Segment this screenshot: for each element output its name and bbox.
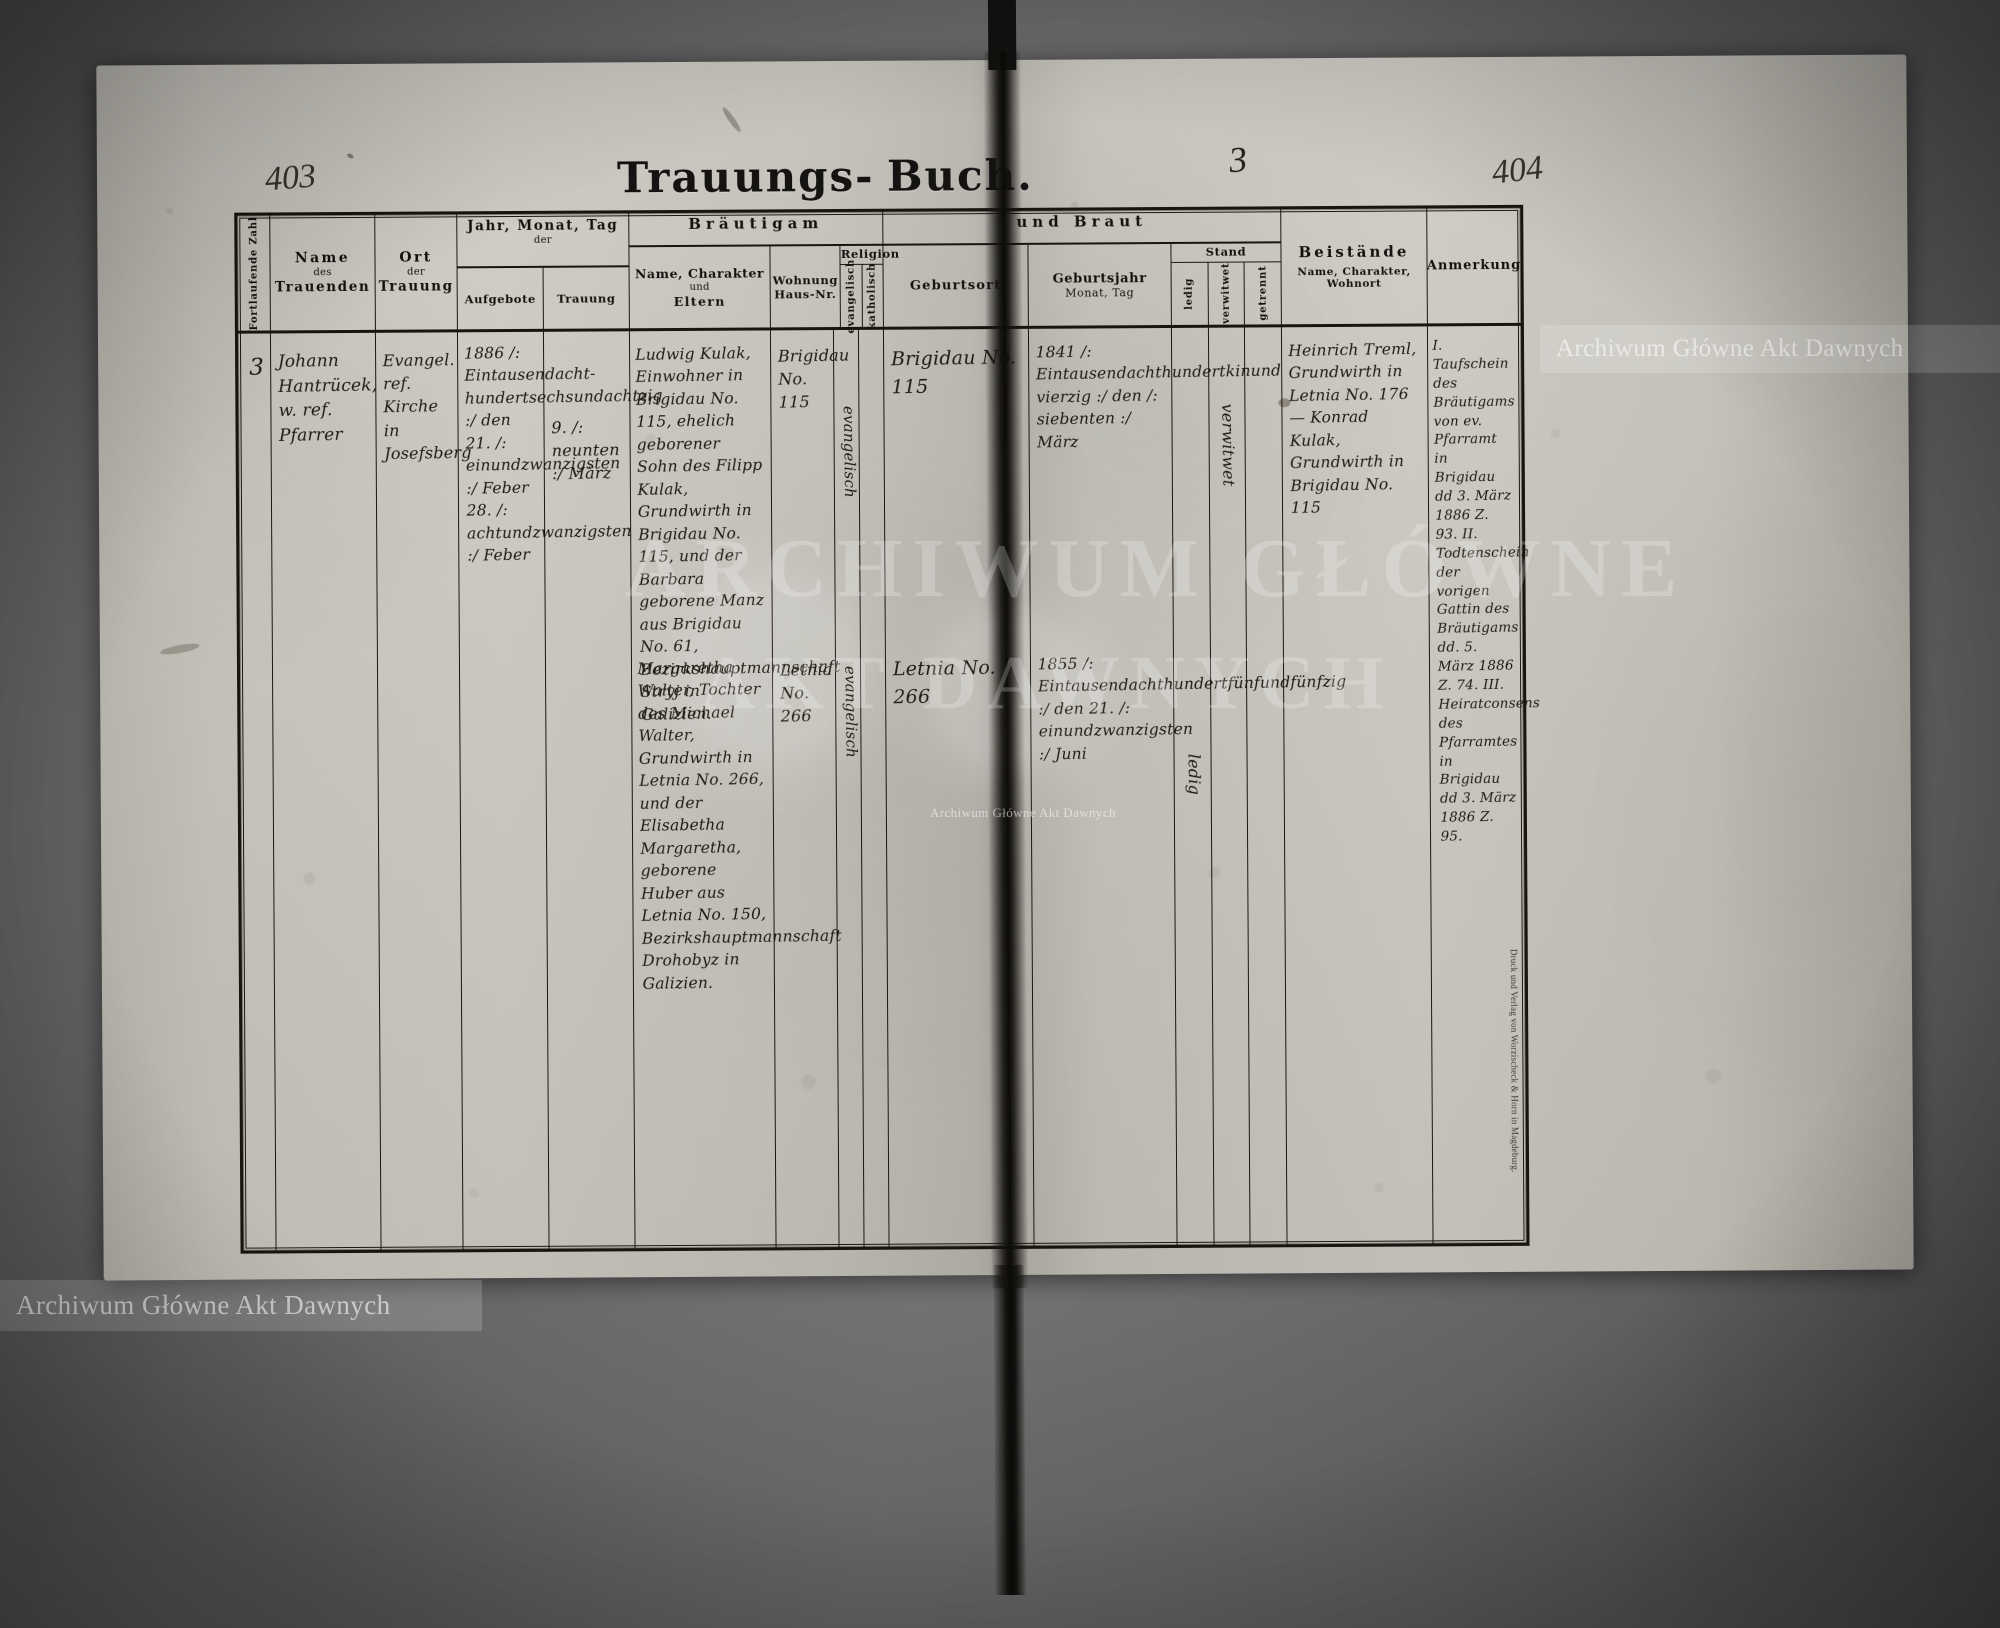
- cell-witnesses: Heinrich Treml, Grundwirth in Letnia No.…: [1288, 339, 1417, 518]
- header-remarks-label: Anmerkung: [1426, 257, 1522, 274]
- cell-place: Evangel. ref. Kirche in Josefsberg: [382, 349, 472, 463]
- header-running-number-label: Fortlaufende Zahl: [247, 216, 260, 331]
- header-running-number: Fortlaufende Zahl: [237, 215, 271, 331]
- cell-groom-dwelling: Brigidau No. 115: [777, 345, 850, 413]
- header-remarks: Anmerkung: [1426, 208, 1522, 324]
- header-name: Name des Trauenden: [270, 214, 376, 331]
- header-groom-name-line1: Name, Charakter: [634, 265, 765, 282]
- header-dates-wedding: Trauung: [556, 290, 616, 306]
- header-bride-birthyear-line2: Monat, Tag: [1065, 285, 1135, 300]
- header-dates-title: Jahr, Monat, Tag: [467, 217, 619, 235]
- header-dates-sub: der: [533, 234, 552, 246]
- header-bride-group: und Braut Geburtsort Geburtsjahr Monat, …: [883, 209, 1282, 327]
- folio-number-left: 403: [263, 157, 318, 199]
- header-witnesses: Beistände Name, Charakter, Wohnort: [1281, 208, 1428, 325]
- cell-running-number: 3: [249, 354, 265, 381]
- header-place-line3: Trauung: [378, 278, 454, 295]
- header-bride-birthyear-line1: Geburtsjahr: [1052, 270, 1147, 287]
- cell-groom-birthyear: 1841 /: Eintausendachthundertkinund vier…: [1035, 342, 1282, 452]
- header-groom-name-line2: und: [689, 281, 710, 293]
- header-groom-dwelling-line1: Wohnung: [772, 272, 839, 287]
- header-name-line3: Trauenden: [274, 278, 371, 296]
- cell-bride-status: ledig: [1184, 753, 1205, 796]
- header-status-title: Stand: [1205, 244, 1247, 259]
- cell-name: Johann Hantrücek, w. ref. Pfarrer: [277, 350, 378, 446]
- header-status-getrennt: getrennt: [1257, 265, 1269, 322]
- header-dates: Jahr, Monat, Tag der Aufgebote Trauung: [457, 213, 630, 330]
- header-groom-name-line3: Eltern: [673, 293, 726, 310]
- header-religion-katholisch: katholisch: [866, 262, 879, 330]
- header-dates-banns: Aufgebote: [464, 291, 536, 306]
- header-place-line2: der: [407, 266, 426, 278]
- header-name-line1: Name: [294, 249, 351, 267]
- header-place: Ort der Trauung: [375, 214, 458, 330]
- header-witnesses-line1: Beistände: [1298, 242, 1410, 262]
- cell-bride-birthyear: 1855 /: Eintausendachthundertfünfundfünf…: [1037, 654, 1347, 764]
- cell-banns-date: 1886 /: Eintausendacht-hundertsechsundac…: [463, 343, 663, 565]
- cell-bride-religion: evangelisch: [840, 665, 861, 759]
- folio-number-right: 404: [1490, 149, 1545, 192]
- header-groom-group-title: Bräutigam: [688, 214, 824, 233]
- cell-groom-status: verwitwet: [1218, 403, 1239, 487]
- open-register-book: Trauungs- Buch. 403 404 3 Fortlaufende Z…: [96, 0, 1914, 1596]
- cell-wedding-date: 9. /: neunten :/ März: [551, 417, 620, 484]
- cell-remarks: I. Taufschein des Bräutigams von ev. Pfa…: [1432, 337, 1541, 845]
- table-header: Fortlaufende Zahl Name des Trauenden Ort…: [237, 207, 1522, 334]
- header-witnesses-line2: Name, Charakter, Wohnort: [1297, 265, 1411, 291]
- header-groom-dwelling-line2: Haus-Nr.: [774, 286, 837, 301]
- header-status-ledig: ledig: [1183, 277, 1196, 310]
- header-groom-group: Bräutigam Name, Charakter und Eltern Woh…: [629, 211, 900, 333]
- printer-imprint: Druck und Verlag von Worzischeck & Horn …: [1508, 949, 1521, 1173]
- page-title-left: Trauungs-: [616, 151, 875, 203]
- register-table: Fortlaufende Zahl Name des Trauenden Ort…: [234, 204, 1541, 1254]
- header-name-line2: des: [313, 267, 332, 279]
- header-status-verwitwet: verwitwet: [1220, 262, 1232, 325]
- entry-number-annotation: 3: [1227, 138, 1249, 181]
- header-religion-evangelisch: evangelisch: [845, 258, 857, 334]
- header-bride-group-title: und Braut: [1016, 212, 1148, 231]
- table-body: 3 Johann Hantrücek, w. ref. Pfarrer Evan…: [237, 326, 1541, 1251]
- header-place-line1: Ort: [399, 249, 433, 266]
- cell-bride-name: Margaretha Walter, Tochter des Michael W…: [637, 658, 842, 993]
- cell-bride-dwelling: Letnia No. 266: [779, 659, 833, 727]
